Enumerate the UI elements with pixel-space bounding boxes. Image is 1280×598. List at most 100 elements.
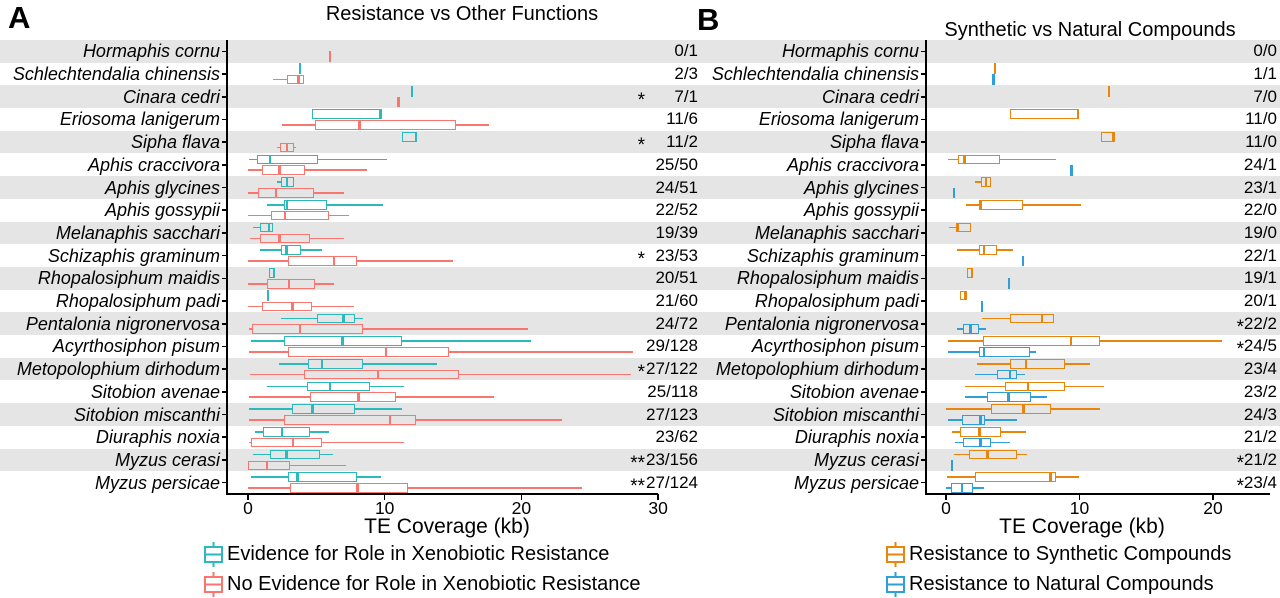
species-label: Metopolophium dirhodum (715, 359, 919, 380)
y-axis-tick (921, 345, 926, 348)
y-axis-tick (921, 141, 926, 143)
count-label: 23/53 (655, 245, 698, 265)
count-label: 29/128 (646, 336, 698, 356)
iqr-box (252, 324, 363, 334)
species-label: Cinara cedri (122, 86, 220, 107)
species-label: Cinara cedri (821, 86, 919, 107)
count-label: 23/4 (1243, 359, 1277, 379)
y-axis-tick (921, 391, 926, 393)
y-axis-tick (222, 345, 227, 348)
median-line (320, 358, 324, 369)
x-axis-tick-label: 0 (941, 498, 951, 518)
species-label: Diuraphis noxia (95, 427, 220, 448)
iqr-box (957, 222, 971, 233)
species-label: Melanaphis sacchari (754, 222, 919, 243)
whisker-high (309, 237, 344, 240)
species-label: Hormaphis cornu (781, 41, 919, 62)
iqr-box (248, 460, 291, 471)
y-axis-tick (222, 391, 227, 393)
whisker-high (313, 192, 344, 194)
iqr-box (271, 210, 329, 221)
whisker-high (328, 214, 350, 217)
median-line (274, 188, 278, 198)
species-label: Schizaphis graminum (47, 245, 220, 266)
species-label: Myzus cerasi (813, 449, 919, 470)
whisker-high (318, 158, 388, 161)
x-axis-tick (383, 494, 386, 500)
whisker-low (957, 328, 964, 330)
x-axis-tick (1212, 494, 1214, 500)
y-axis-tick (222, 413, 227, 416)
x-axis-tick-label: 10 (1069, 498, 1090, 518)
whisker-high (1030, 351, 1037, 353)
median-line (1008, 369, 1012, 380)
whisker-high (996, 249, 1013, 252)
y-axis-tick (921, 232, 926, 234)
iqr-box (287, 472, 358, 483)
species-label: Schlechtendalia chinensis (711, 64, 919, 85)
iqr-box (991, 404, 1052, 414)
median-line (956, 222, 959, 233)
x-axis-tick (657, 494, 659, 500)
species-label: Myzus persicae (94, 472, 220, 493)
median-line (388, 415, 392, 425)
single-value-mark (992, 74, 995, 85)
y-axis-tick (222, 141, 227, 143)
boxplot-key-icon (204, 541, 223, 567)
whisker-high (984, 419, 1017, 421)
whisker-high (312, 305, 354, 308)
count-label: 21/2 (1243, 427, 1277, 447)
y-axis-tick (921, 50, 926, 53)
whisker-low (250, 476, 288, 479)
iqr-box (975, 472, 1057, 483)
species-label: Aphis craccivora (786, 154, 919, 175)
row-band (0, 130, 1280, 154)
whisker-high (1100, 340, 1223, 342)
iqr-box (306, 381, 370, 392)
species-label: Eriosoma lanigerum (758, 109, 919, 130)
significance-stars: * (637, 135, 645, 157)
count-label: 20/1 (1243, 291, 1277, 311)
median-line (979, 437, 982, 448)
legend-item-natural: Resistance to Natural Compounds (885, 571, 1214, 597)
species-label: Sitobion avenae (90, 381, 220, 402)
whisker-low (946, 408, 992, 410)
panel-a-title: Resistance vs Other Functions (325, 3, 599, 25)
y-axis-tick (921, 481, 926, 484)
count-label: 11/0 (1245, 132, 1277, 152)
y-axis-tick (921, 73, 926, 75)
species-label: Sitobion avenae (789, 381, 919, 402)
whisker-high (458, 373, 631, 376)
panel-a-letter: A (8, 0, 31, 35)
y-axis-spine (226, 40, 228, 494)
whisker-high (362, 328, 529, 330)
whisker-high (300, 249, 323, 252)
single-value-mark (1070, 164, 1073, 176)
count-label: 23/2 (1243, 381, 1277, 401)
whisker-low (250, 340, 284, 342)
median-line (297, 74, 300, 85)
species-label: Sitobion miscanthi (772, 404, 919, 425)
iqr-box (982, 336, 1101, 346)
median-line (1040, 313, 1044, 324)
median-line (278, 233, 281, 244)
median-line (1069, 336, 1073, 346)
iqr-box (269, 449, 321, 460)
y-axis-tick (222, 95, 227, 98)
iqr-box (979, 347, 1031, 357)
significance-stars: * (1236, 339, 1244, 361)
count-label: 22/1 (1243, 245, 1277, 265)
species-label: Metopolophium dirhodum (16, 359, 220, 380)
median-line (342, 313, 345, 324)
x-axis-tick-label: 20 (511, 498, 532, 518)
y-axis-spine (925, 40, 927, 494)
median-line (984, 177, 988, 187)
whisker-low (253, 453, 270, 456)
significance-stars: ** (630, 475, 645, 497)
median-line (960, 483, 964, 493)
count-label: 19/0 (1243, 222, 1277, 242)
count-label: 23/156 (646, 449, 698, 469)
y-axis-tick (222, 368, 227, 370)
boxplot-key-icon (886, 571, 905, 597)
single-value-mark (1107, 86, 1111, 97)
